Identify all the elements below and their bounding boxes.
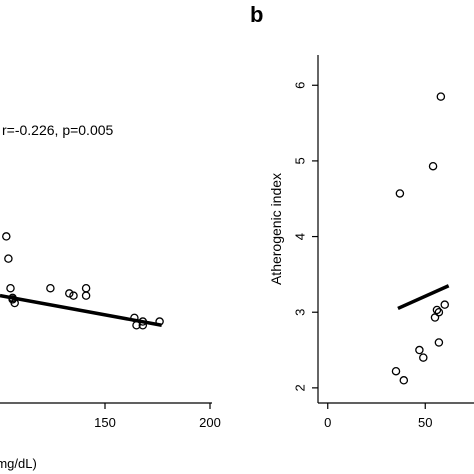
panel-a-point: [65, 289, 74, 298]
panel-a-x-tick-label: 200: [199, 415, 221, 430]
panel-b-point: [430, 313, 440, 322]
panel-b-y-tick-label: 2: [293, 384, 308, 391]
panel-a-point: [81, 291, 91, 300]
panel-b-point: [434, 307, 444, 317]
panel-b-point: [395, 189, 405, 198]
panel-a-points: [2, 232, 164, 330]
panel-b-point: [415, 345, 424, 355]
panel-b-point: [419, 353, 428, 362]
panel-a-point: [4, 254, 13, 263]
panel-b-point: [440, 300, 449, 309]
panel-b-point: [434, 338, 444, 347]
panel-b-x-tick-label: 50: [418, 415, 432, 430]
panel-a: 150 200 r=-0.226, p=0.005 (mg/dL): [0, 122, 221, 471]
panel-a-point: [81, 283, 91, 293]
panel-b-point: [399, 376, 409, 385]
panel-b-x-ticks: 0 50: [324, 403, 432, 430]
panel-a-point: [46, 283, 55, 293]
panel-a-x-tick-label: 150: [94, 415, 116, 430]
panel-b-y-label: Atherogenic index: [268, 173, 284, 285]
panel-a-x-ticks: 150 200: [94, 403, 221, 430]
panel-b-y-tick-label: 5: [293, 157, 308, 164]
panel-a-x-label: (mg/dL): [0, 456, 37, 471]
panel-b-fit-line: [397, 284, 450, 311]
panel-b-y-tick-label: 4: [293, 233, 308, 240]
panel-b-point: [391, 366, 401, 376]
panel-a-fit-line: [0, 293, 163, 327]
panel-b-point: [436, 92, 446, 101]
panel-b-x-tick-label: 0: [324, 415, 331, 430]
panel-a-annotation: r=-0.226, p=0.005: [2, 122, 114, 138]
panel-b-y-ticks: 2 3 4 5 6: [293, 82, 318, 391]
panel-b-y-tick-label: 6: [293, 82, 308, 89]
panel-b-y-tick-label: 3: [293, 309, 308, 316]
panel-b-point: [428, 161, 438, 171]
panel-b-point: [432, 305, 442, 315]
panel-b: b 2 3 4 5 6 0 50 Atherogenic index: [250, 2, 474, 430]
panel-a-point: [6, 283, 15, 293]
panel-b-letter: b: [250, 2, 263, 27]
panel-a-point: [2, 232, 11, 241]
panel-a-point: [69, 291, 78, 300]
panel-b-points: [391, 92, 449, 385]
